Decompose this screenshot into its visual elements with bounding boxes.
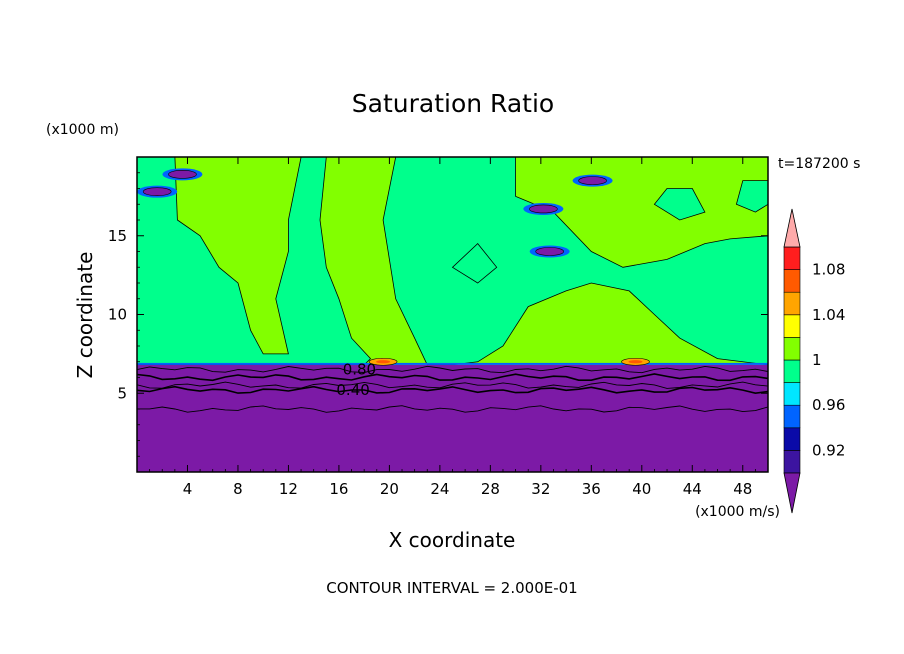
hot-spot-core [376,360,391,364]
colorbar-label: 1.04 [812,306,845,324]
colorbar-segment [783,337,801,361]
colorbar-min-arrow [783,472,801,514]
dry-patch [535,247,564,256]
contour-line [137,373,768,382]
colorbar-label: 0.96 [812,396,845,414]
y-axis-unit: (x1000 m) [46,122,119,138]
colorbar-label: 0.92 [812,441,845,459]
dry-patch [142,187,172,196]
x-tick-label: 36 [582,480,601,498]
colorbar-label: 1 [812,351,822,369]
contour-line [137,381,768,389]
x-tick-label: 20 [380,480,399,498]
dry-patch [168,170,197,179]
colorbar-segment [783,314,801,338]
contour-interval-note: CONTOUR INTERVAL = 2.000E-01 [326,579,577,597]
colorbar-max-arrow [783,208,801,248]
colorbar-segment [783,269,801,293]
x-tick-label: 32 [531,480,550,498]
contour-label: 0.40 [336,381,369,399]
colorbar-segment [783,359,801,383]
contour-line [137,385,768,395]
colorbar-segment [783,291,801,316]
contour-labels: 0.80 0.40 [336,361,376,399]
y-axis-ticks: 5 10 15 [108,172,768,457]
x-tick-label: 4 [183,480,193,498]
x-axis-unit: (x1000 m/s) [695,504,780,520]
contour-label: 0.80 [343,361,376,379]
y-tick-label: 5 [117,384,127,402]
time-label: t=187200 s [778,156,860,172]
x-tick-label: 44 [683,480,702,498]
y-tick-label: 15 [108,227,127,245]
plot-area [137,157,768,472]
field-moist-region [137,157,372,366]
field-moist-region [382,157,768,366]
x-tick-label: 28 [481,480,500,498]
x-tick-label: 24 [430,480,449,498]
colorbar-segment [783,404,801,429]
hot-spot-core [628,360,643,364]
y-tick-label: 10 [108,306,127,324]
field-transition [137,362,768,365]
contour-line [137,365,768,374]
x-tick-label: 48 [733,480,752,498]
colorbar-segment [783,427,801,451]
field-lower [137,364,768,472]
contour-line [137,405,768,413]
field-moist-region [451,243,498,284]
x-tick-label: 40 [632,480,651,498]
field-moist-region [653,188,706,221]
colorbar-segment [783,246,801,270]
colorbar-segment [783,450,801,474]
field-moist-region [735,180,768,213]
x-tick-label: 16 [329,480,348,498]
colorbar-label: 1.08 [812,261,845,279]
colorbar: 0.92 0.96 1 1.04 1.08 [783,208,845,514]
chart-title: Saturation Ratio [352,89,554,118]
x-axis-ticks: 4 8 12 16 20 24 28 32 36 40 44 48 [149,157,756,498]
x-axis-label: X coordinate [389,528,516,552]
colorbar-segment [783,382,801,406]
dry-patch [578,176,607,185]
y-axis-label: Z coordinate [73,252,97,379]
x-tick-label: 8 [233,480,243,498]
x-tick-label: 12 [279,480,298,498]
dry-patch [529,204,558,214]
